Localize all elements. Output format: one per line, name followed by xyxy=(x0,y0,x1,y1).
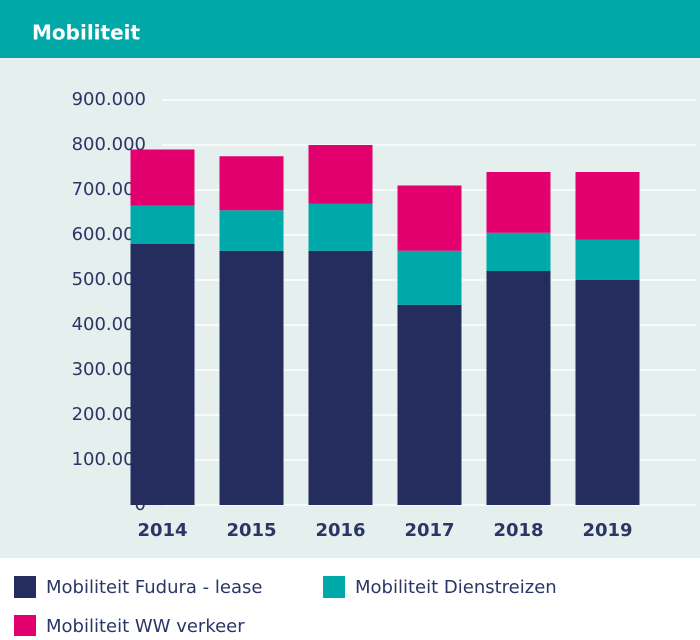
bar-segment xyxy=(397,185,462,251)
y-tick-label: 200.000 xyxy=(72,404,146,425)
x-tick-label: 2019 xyxy=(582,520,632,541)
x-tick-label: 2014 xyxy=(137,520,187,541)
bar-segment xyxy=(575,239,640,280)
legend-swatch xyxy=(14,615,36,637)
bar-segment xyxy=(219,156,284,211)
bar-segment xyxy=(130,205,195,244)
bar-segment xyxy=(486,172,551,233)
bar-segment xyxy=(308,250,373,505)
y-tick-label: 600.000 xyxy=(72,224,146,245)
legend-swatch xyxy=(14,576,36,598)
bar-segment xyxy=(397,304,462,505)
header-bar xyxy=(0,0,700,58)
x-tick-label: 2018 xyxy=(493,520,543,541)
x-tick-label: 2016 xyxy=(315,520,365,541)
bar-segment xyxy=(575,172,640,240)
x-tick-label: 2015 xyxy=(226,520,276,541)
bar-segment xyxy=(130,149,195,206)
bar-segment xyxy=(308,203,373,251)
y-tick-label: 300.000 xyxy=(72,359,146,380)
bar-segment xyxy=(219,210,284,251)
legend-label: Mobiliteit WW verkeer xyxy=(46,616,245,636)
bar-segment xyxy=(486,232,551,271)
chart-title: Mobiliteit xyxy=(32,21,141,45)
x-tick-label: 2017 xyxy=(404,520,454,541)
y-tick-label: 800.000 xyxy=(72,134,146,155)
legend-label: Mobiliteit Fudura - lease xyxy=(46,577,262,598)
legend-label: Mobiliteit Dienstreizen xyxy=(355,577,557,598)
y-tick-label: 900.000 xyxy=(72,89,146,110)
y-tick-label: 500.000 xyxy=(72,269,146,290)
bar-segment xyxy=(130,244,195,505)
legend-swatch xyxy=(323,576,345,598)
bar-segment xyxy=(575,280,640,505)
bar-segment xyxy=(397,250,462,305)
y-tick-label: 700.000 xyxy=(72,179,146,200)
y-tick-label: 100.000 xyxy=(72,449,146,470)
bar-segment xyxy=(308,145,373,204)
bar-segment xyxy=(486,271,551,505)
bar-segment xyxy=(219,250,284,505)
y-tick-label: 400.000 xyxy=(72,314,146,335)
